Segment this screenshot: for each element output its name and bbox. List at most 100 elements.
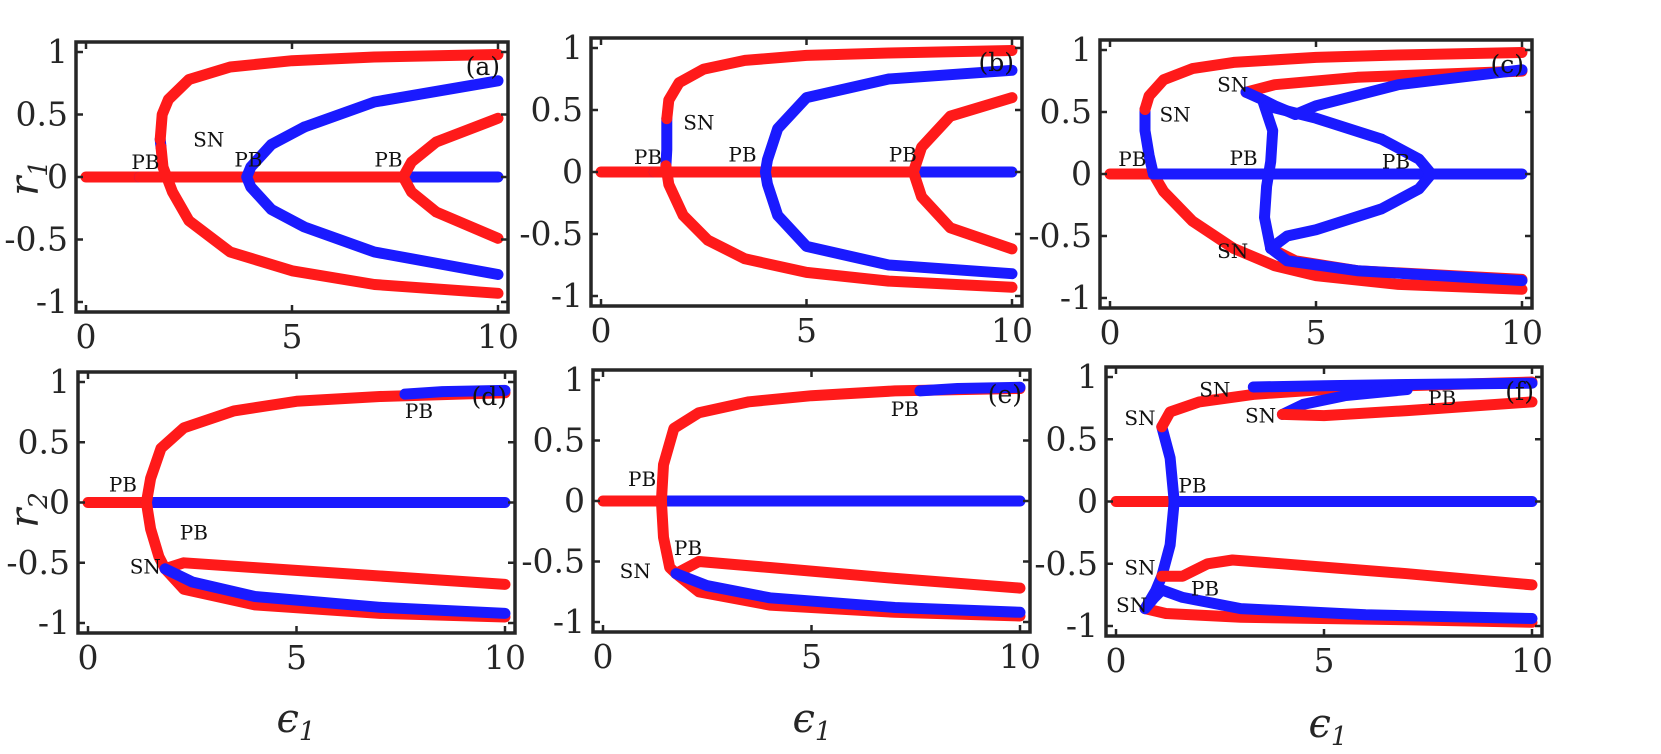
y-tick-label-f: 1: [1077, 357, 1098, 396]
panel-label-d: (d): [471, 382, 507, 411]
annotation-pb-e: PB: [628, 467, 656, 491]
curves-d: [82, 384, 511, 623]
y-tick-label-c: 0.5: [1040, 92, 1092, 131]
y-tick-label-a: 0.5: [16, 95, 68, 134]
branch-stable-a-5: [155, 141, 504, 299]
annotation-sn-c: SN: [1217, 73, 1248, 97]
y-axis-label-r2: r2: [2, 492, 54, 528]
branch-unstable-d-7: [159, 563, 511, 619]
panel-f: 0 5 10 -1 -0.5 0 0.5 1 SN SN SN PB PB SN PB SN (f): [1034, 357, 1553, 680]
annotation-sn-f: SN: [1124, 406, 1155, 430]
branch-stable-d-2: [140, 387, 511, 508]
x-tick-label-b: 10: [991, 311, 1033, 350]
annotation-pb-c: PB: [1229, 146, 1257, 170]
annotation-sn-f: SN: [1245, 404, 1276, 428]
y-tick-label-b: -1: [551, 276, 583, 315]
x-tick-label-a: 5: [282, 317, 303, 356]
y-tick-label-d: 0.5: [18, 422, 70, 461]
y-tick-label-b: 0.5: [531, 90, 583, 129]
branch-stable-c-2: [1139, 47, 1528, 115]
x-tick-label-e: 0: [593, 637, 614, 676]
branch-stable-a-4: [154, 49, 504, 145]
y-tick-label-c: -0.5: [1028, 216, 1092, 255]
branch-unstable-c-9: [1261, 100, 1437, 254]
y-tick-label-c: 0: [1071, 154, 1092, 193]
branch-stable-d-4: [140, 497, 171, 575]
x-tick-label-c: 5: [1306, 313, 1327, 352]
branch-stable-f-6: [1276, 396, 1538, 422]
y-tick-label-f: 0.5: [1046, 419, 1098, 458]
y-tick-label-a: 0: [47, 157, 68, 196]
annotation-pb-f: PB: [1428, 386, 1456, 410]
annotation-sn-d: SN: [130, 554, 161, 578]
x-axis-label-e: ϵ1: [793, 696, 832, 747]
y-tick-label-f: 0: [1077, 482, 1098, 521]
y-tick-label-e: 1: [564, 360, 585, 399]
annotation-sn-f: SN: [1124, 555, 1155, 579]
y-tick-label-e: 0.5: [533, 421, 585, 460]
branch-stable-b-5: [660, 160, 1018, 293]
y-tick-label-e: -0.5: [521, 542, 585, 581]
y-tick-label-a: -1: [36, 282, 68, 321]
panel-d: 0 5 10 -1 -0.5 0 0.5 1 PB PB PB SN (d): [6, 362, 526, 677]
x-tick-label-e: 5: [801, 637, 822, 676]
annotation-pb-b: PB: [728, 143, 756, 167]
branch-stable-d-5: [159, 557, 511, 590]
annotation-sn-a: SN: [193, 128, 224, 152]
branch-unstable-e-7: [670, 568, 1026, 618]
annotation-pb-a: PB: [234, 148, 262, 172]
branch-unstable-b-6: [759, 64, 1018, 280]
panel-label-f: (f): [1505, 377, 1534, 406]
panel-label-b: (b): [978, 48, 1014, 77]
panel-e: 0 5 10 -1 -0.5 0 0.5 1 PB PB PB SN (e): [521, 360, 1041, 676]
annotation-sn-c: SN: [1159, 102, 1190, 126]
y-tick-label-a: 1: [47, 32, 68, 71]
annotation-sn-f: SN: [1199, 377, 1230, 401]
annotation-pb-b: PB: [889, 143, 917, 167]
panel-c: 0 5 10 -1 -0.5 0 0.5 1 PB SN SN PB PB SN (c): [1028, 30, 1543, 352]
branch-stable-e-5: [670, 556, 1026, 594]
annotation-pb-b: PB: [634, 145, 662, 169]
x-tick-label-f: 5: [1314, 641, 1335, 680]
annotation-sn-e: SN: [620, 559, 651, 583]
branch-unstable-b-3: [660, 113, 673, 172]
y-tick-label-a: -0.5: [4, 220, 68, 259]
x-tick-label-b: 0: [591, 311, 612, 350]
annotation-pb-e: PB: [674, 536, 702, 560]
y-tick-label-f: -1: [1066, 606, 1098, 645]
y-tick-label-b: 1: [562, 28, 583, 67]
annotation-sn-c: SN: [1217, 239, 1248, 263]
y-tick-label-c: -1: [1060, 278, 1092, 317]
y-tick-label-d: -1: [38, 603, 70, 642]
branch-stable-f-7: [1156, 554, 1538, 591]
y-tick-label-e: -1: [553, 602, 585, 641]
x-tick-label-d: 0: [78, 638, 99, 677]
x-tick-label-e: 10: [999, 637, 1041, 676]
branch-stable-a-8: [397, 112, 504, 244]
branch-unstable-a-6: [241, 121, 504, 280]
y-tick-label-b: 0: [562, 152, 583, 191]
x-tick-label-f: 10: [1511, 641, 1553, 680]
x-tick-label-d: 5: [286, 638, 307, 677]
y-tick-label-d: -0.5: [6, 543, 70, 582]
x-tick-label-a: 0: [76, 317, 97, 356]
annotation-pb-a: PB: [374, 148, 402, 172]
annotation-pb-f: PB: [1178, 473, 1206, 497]
x-tick-label-b: 5: [796, 311, 817, 350]
annotation-sn-f: SN: [1116, 593, 1147, 617]
y-tick-label-b: -0.5: [519, 214, 583, 253]
curves-b: [595, 45, 1018, 293]
annotation-pb-d: PB: [109, 472, 137, 496]
x-axis-label-f: ϵ1: [1309, 701, 1348, 752]
x-tick-label-f: 0: [1106, 641, 1127, 680]
panel-label-c: (c): [1490, 50, 1524, 79]
x-tick-label-d: 10: [484, 638, 526, 677]
annotation-sn-b: SN: [683, 110, 714, 134]
y-tick-label-f: -0.5: [1034, 544, 1098, 583]
annotation-pb-c: PB: [1382, 150, 1410, 174]
y-tick-label-d: 1: [49, 362, 70, 401]
panel-b: 0 5 10 -1 -0.5 0 0.5 1 PB SN PB PB (b): [519, 28, 1033, 350]
curves-f: [1110, 376, 1538, 628]
x-tick-label-a: 10: [477, 317, 519, 356]
